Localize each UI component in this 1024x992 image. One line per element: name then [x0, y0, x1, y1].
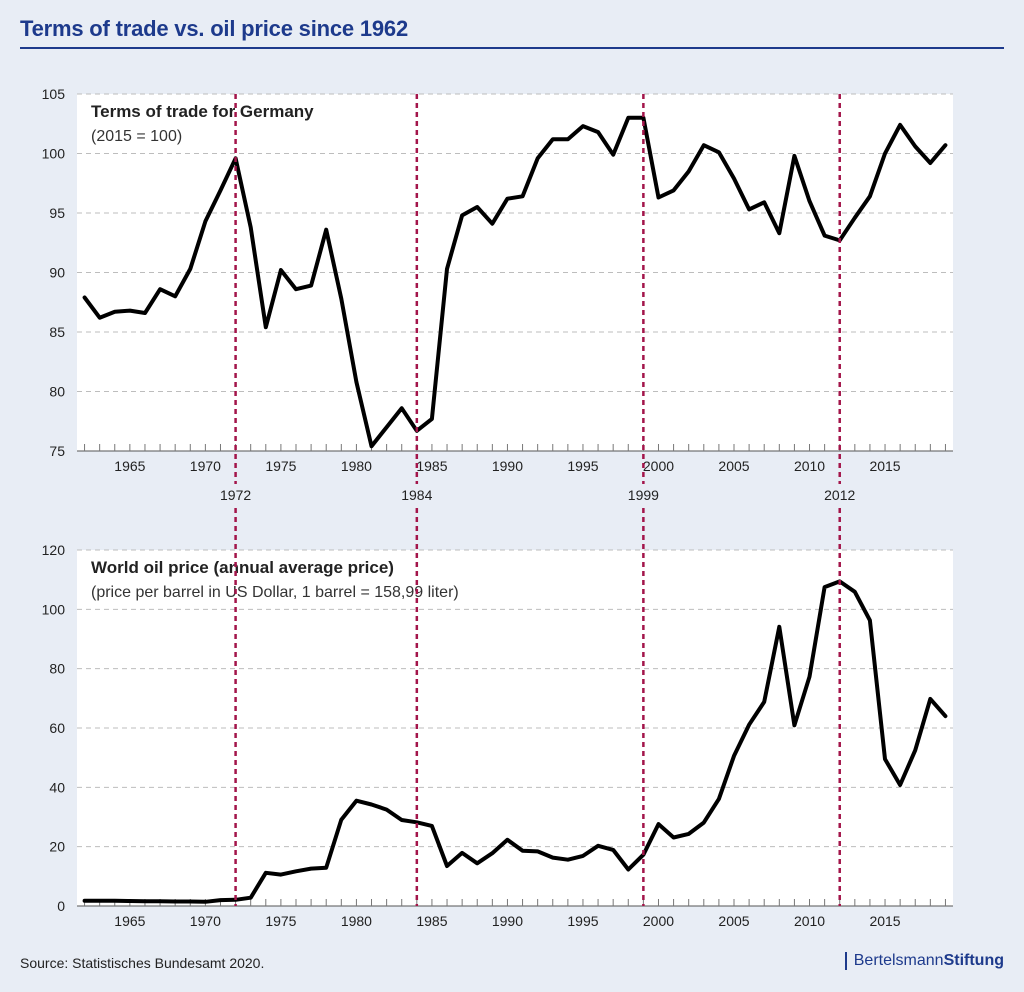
y-tick-label: 20 [49, 839, 65, 855]
marker-label-bg [621, 484, 666, 506]
x-tick-label: 2010 [794, 458, 825, 474]
x-tick-label: 2015 [869, 913, 900, 929]
y-tick-label: 80 [49, 384, 65, 400]
y-tick-label: 105 [42, 86, 66, 102]
x-tick-label: 2005 [718, 458, 749, 474]
x-tick-label: 1965 [114, 913, 145, 929]
series-line [82, 115, 948, 449]
panel-title: Terms of trade for Germany [91, 102, 314, 121]
panel-subtitle: (price per barrel in US Dollar, 1 barrel… [91, 584, 459, 601]
marker-year-label: 1999 [628, 487, 659, 503]
y-tick-label: 95 [49, 205, 65, 221]
x-tick-label: 2015 [869, 458, 900, 474]
marker-label-bg [394, 484, 439, 506]
x-tick-label: 1995 [567, 458, 598, 474]
source-note: Source: Statistisches Bundesamt 2020. [20, 955, 265, 971]
panel-subtitle: (2015 = 100) [91, 128, 182, 145]
x-tick-label: 1970 [190, 913, 221, 929]
marker-label-bg [817, 484, 862, 506]
x-tick-label: 2000 [643, 913, 674, 929]
x-tick-label: 2010 [794, 913, 825, 929]
x-tick-label: 1965 [114, 458, 145, 474]
y-tick-label: 40 [49, 779, 65, 795]
y-tick-label: 0 [57, 898, 65, 914]
x-tick-label: 1970 [190, 458, 221, 474]
x-tick-label: 1990 [492, 913, 523, 929]
plot-area-0 [77, 94, 953, 451]
x-tick-label: 2000 [643, 458, 674, 474]
chart-title: Terms of trade vs. oil price since 1962 [20, 16, 408, 41]
y-tick-label: 60 [49, 720, 65, 736]
y-tick-label: 80 [49, 661, 65, 677]
y-tick-label: 75 [49, 443, 65, 459]
y-tick-label: 100 [42, 146, 66, 162]
marker-year-label: 1984 [401, 487, 432, 503]
panel-title: World oil price (annual average price) [91, 558, 394, 577]
brand-logo: BertelsmannStiftung [844, 952, 1004, 970]
y-tick-label: 100 [42, 601, 66, 617]
y-tick-label: 85 [49, 324, 65, 340]
x-tick-label: 1975 [265, 913, 296, 929]
x-tick-label: 2005 [718, 913, 749, 929]
x-tick-label: 1975 [265, 458, 296, 474]
x-tick-label: 1985 [416, 458, 447, 474]
y-tick-label: 90 [49, 265, 65, 281]
title-divider [20, 47, 1004, 49]
y-tick-label: 120 [42, 542, 66, 558]
brand-name-part1: Bertelsmann [853, 952, 944, 969]
marker-year-label: 1972 [220, 487, 251, 503]
x-tick-label: 1985 [416, 913, 447, 929]
x-tick-label: 1990 [492, 458, 523, 474]
x-tick-label: 1980 [341, 913, 372, 929]
series-line [82, 579, 948, 904]
marker-year-label: 2012 [824, 487, 855, 503]
marker-label-bg [213, 484, 258, 506]
brand-name-part2: Stiftung [943, 952, 1004, 969]
x-tick-label: 1980 [341, 458, 372, 474]
x-tick-label: 1995 [567, 913, 598, 929]
